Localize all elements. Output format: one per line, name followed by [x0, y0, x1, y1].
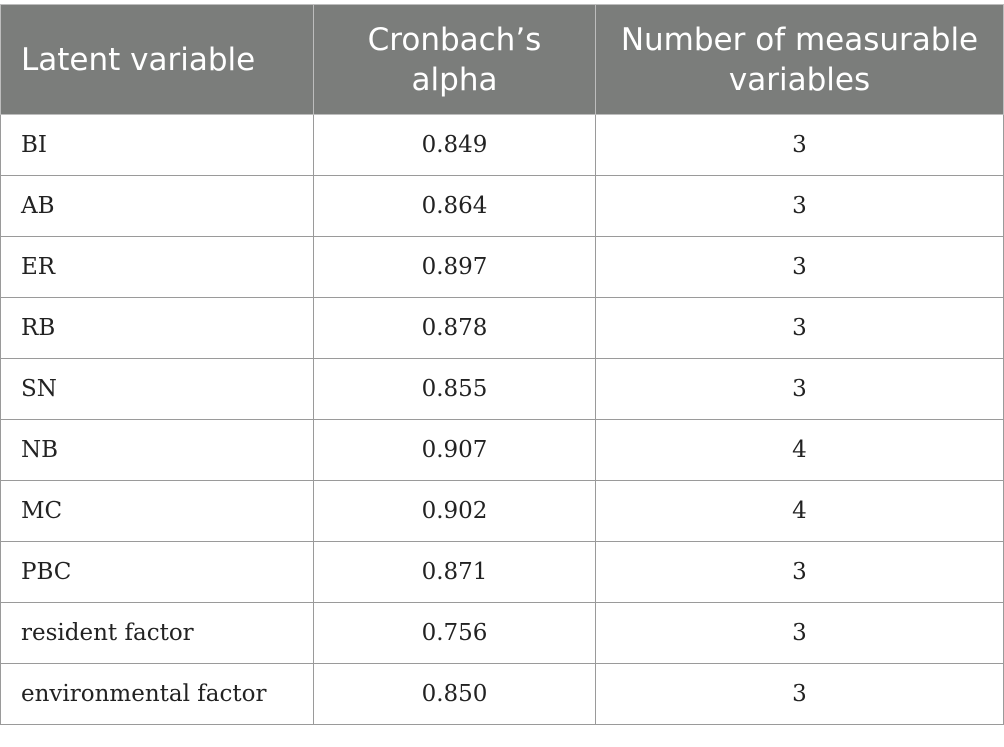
table-row: AB 0.864 3 — [0, 175, 1004, 237]
cell-latent-variable: MC — [0, 480, 314, 542]
header-latent-variable: Latent variable — [0, 4, 314, 115]
cell-num-measurable: 3 — [595, 236, 1004, 298]
cell-latent-variable: PBC — [0, 541, 314, 603]
cell-cronbach-alpha: 0.850 — [313, 663, 596, 725]
cell-cronbach-alpha: 0.907 — [313, 419, 596, 481]
table-row: MC 0.902 4 — [0, 480, 1004, 542]
cell-num-measurable: 3 — [595, 358, 1004, 420]
cell-latent-variable: AB — [0, 175, 314, 237]
table-row: NB 0.907 4 — [0, 419, 1004, 481]
header-number-of-measurable-variables: Number of measurable variables — [595, 4, 1004, 115]
table-row: PBC 0.871 3 — [0, 541, 1004, 603]
cell-cronbach-alpha: 0.902 — [313, 480, 596, 542]
cell-cronbach-alpha: 0.756 — [313, 602, 596, 664]
cell-cronbach-alpha: 0.871 — [313, 541, 596, 603]
cell-latent-variable: ER — [0, 236, 314, 298]
cell-cronbach-alpha: 0.849 — [313, 114, 596, 176]
cell-num-measurable: 3 — [595, 663, 1004, 725]
cell-num-measurable: 3 — [595, 541, 1004, 603]
cell-num-measurable: 3 — [595, 602, 1004, 664]
cell-num-measurable: 4 — [595, 480, 1004, 542]
table-header: Latent variable Cronbach’s alpha Number … — [0, 4, 1004, 115]
cell-cronbach-alpha: 0.897 — [313, 236, 596, 298]
table-row: environmental factor 0.850 3 — [0, 663, 1004, 725]
reliability-table: Latent variable Cronbach’s alpha Number … — [0, 4, 1004, 725]
cell-num-measurable: 4 — [595, 419, 1004, 481]
header-row: Latent variable Cronbach’s alpha Number … — [0, 4, 1004, 115]
cell-num-measurable: 3 — [595, 114, 1004, 176]
cell-num-measurable: 3 — [595, 297, 1004, 359]
cell-latent-variable: RB — [0, 297, 314, 359]
table-row: RB 0.878 3 — [0, 297, 1004, 359]
cell-latent-variable: NB — [0, 419, 314, 481]
table-body: BI 0.849 3 AB 0.864 3 ER 0.897 3 RB 0.87… — [0, 114, 1004, 725]
cell-num-measurable: 3 — [595, 175, 1004, 237]
table-row: ER 0.897 3 — [0, 236, 1004, 298]
cell-latent-variable: resident factor — [0, 602, 314, 664]
cell-cronbach-alpha: 0.855 — [313, 358, 596, 420]
table-row: SN 0.855 3 — [0, 358, 1004, 420]
cell-latent-variable: SN — [0, 358, 314, 420]
cell-cronbach-alpha: 0.864 — [313, 175, 596, 237]
cell-cronbach-alpha: 0.878 — [313, 297, 596, 359]
table-row: resident factor 0.756 3 — [0, 602, 1004, 664]
table-row: BI 0.849 3 — [0, 114, 1004, 176]
cell-latent-variable: environmental factor — [0, 663, 314, 725]
header-cronbach-alpha: Cronbach’s alpha — [313, 4, 596, 115]
cell-latent-variable: BI — [0, 114, 314, 176]
